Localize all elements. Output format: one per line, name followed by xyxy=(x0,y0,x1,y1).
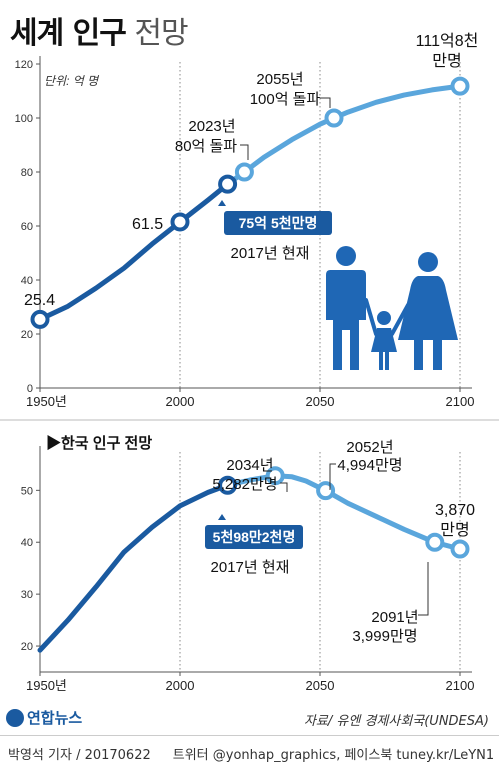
c2-marker-point xyxy=(265,466,285,486)
c1-marker-point xyxy=(324,108,344,128)
c2-label-2100-bottom: 만명 xyxy=(440,521,469,539)
c1-label-2023-text: 80억 돌파 xyxy=(175,138,237,155)
c1-series-actual xyxy=(37,181,231,322)
c2-callout-pointer xyxy=(218,514,226,520)
c2-series-actual xyxy=(37,482,231,653)
credits: 박영석 기자 / 20170622 트위터 @yonhap_graphics, 페… xyxy=(8,744,494,763)
c1-callout-box xyxy=(224,211,332,235)
c1-callout-subtext: 2017년 현재 xyxy=(231,245,310,262)
c1-label-2055-year: 2055년 xyxy=(256,71,303,88)
father-head-icon xyxy=(336,246,356,266)
c1-y-tick-label: 80 xyxy=(21,167,33,179)
c1-label-2055-text: 100억 돌파 xyxy=(250,91,321,108)
c1-y-tick-label: 40 xyxy=(21,275,33,287)
c2-label-2091-text: 3,999만명 xyxy=(352,628,417,645)
footer xyxy=(0,702,499,736)
c2-marker-point xyxy=(450,539,470,559)
c1-marker-point xyxy=(234,162,254,182)
c2-y-tick-label: 50 xyxy=(21,485,33,497)
c1-label-2000: 61.5 xyxy=(132,216,163,233)
c2-marker-point xyxy=(425,532,445,552)
c2-label-2052-text: 4,994만명 xyxy=(337,457,402,474)
c2-callout-box xyxy=(205,525,303,549)
father-body-icon xyxy=(326,270,366,370)
c1-label-1950: 25.4 xyxy=(24,292,55,309)
logo-text: 연합뉴스 xyxy=(27,709,83,727)
child-body-icon xyxy=(371,328,397,370)
c2-label-2034-text: 5,282만명 xyxy=(212,476,277,493)
c1-label-2100-bottom: 만명 xyxy=(432,52,461,70)
c2-callout-subtext: 2017년 현재 xyxy=(211,559,290,576)
c2-label-2100-top: 3,870 xyxy=(435,502,475,519)
c1-leader-2023 xyxy=(240,144,249,160)
c2-x-tick-label: 2100 xyxy=(446,678,475,693)
charts-canvas: 0 20 40 60 80 100 120 1950년 2000 2050 2100 20 30 40 50… xyxy=(0,32,499,693)
c2-callout-text: 5천98만2천명 xyxy=(213,529,296,545)
c1-y-tick-label: 60 xyxy=(21,221,33,233)
c1-label-2023-year: 2023년 xyxy=(188,118,235,135)
c2-x-tick-label: 2050 xyxy=(306,678,335,693)
social-credit: 트위터 @yonhap_graphics, 페이스북 tuney.kr/LeYN… xyxy=(172,748,495,763)
c1-callout-pointer xyxy=(218,200,226,206)
footer-divider xyxy=(0,735,499,736)
yonhap-logo: 연합뉴스 xyxy=(6,707,82,728)
c1-marker-point xyxy=(450,76,470,96)
c1-y-tick-label: 20 xyxy=(21,329,33,341)
mother-head-icon xyxy=(418,252,438,272)
c2-leader-2034 xyxy=(280,482,288,492)
c2-title: ▶한국 인구 전망 xyxy=(46,434,152,452)
c2-label-2034-year: 2034년 xyxy=(226,457,273,474)
c1-y-tick-label: 100 xyxy=(15,113,33,125)
c1-leader-2055 xyxy=(320,97,331,108)
c1-y-tick-label: 120 xyxy=(15,59,33,71)
c2-marker-point xyxy=(316,481,336,501)
c1-y-tick-label: 0 xyxy=(27,383,33,395)
c1-x-tick-label: 2000 xyxy=(166,394,195,409)
c2-label-2091-year: 2091년 xyxy=(371,609,418,626)
source-note: 자료/ 유엔 경제사회국(UNDESA) xyxy=(303,714,489,729)
c2-leader-2052 xyxy=(329,463,336,490)
c1-x-tick-label: 2050 xyxy=(306,394,335,409)
c1-x-tick-label: 1950년 xyxy=(26,394,67,409)
c2-leader-2091 xyxy=(418,562,429,616)
logo-mark-icon xyxy=(6,708,24,727)
page-title: 세계 인구 전망 xyxy=(10,8,189,52)
c1-marker-point xyxy=(218,174,238,194)
c1-marker-point xyxy=(170,212,190,232)
mother-body-icon xyxy=(398,276,458,370)
reporter-credit: 박영석 기자 / 20170622 xyxy=(8,748,151,763)
c1-label-2100-top: 111억8천 xyxy=(416,32,479,50)
c2-x-tick-label: 2000 xyxy=(166,678,195,693)
title-light: 전망 xyxy=(134,16,188,51)
c1-marker-point xyxy=(30,309,50,329)
child-head-icon xyxy=(377,311,391,325)
c2-y-tick-label: 30 xyxy=(21,589,33,601)
title-bold: 세계 인구 xyxy=(10,16,127,51)
c2-y-tick-label: 40 xyxy=(21,537,33,549)
c2-x-tick-label: 1950년 xyxy=(26,678,67,693)
c1-unit-label: 단위: 억 명 xyxy=(44,74,100,88)
c1-callout-text: 75억 5천만명 xyxy=(239,215,318,231)
c2-marker-point xyxy=(218,475,238,495)
c1-x-tick-label: 2100 xyxy=(446,394,475,409)
c2-y-tick-label: 20 xyxy=(21,641,33,653)
c2-label-2052-year: 2052년 xyxy=(346,439,393,456)
